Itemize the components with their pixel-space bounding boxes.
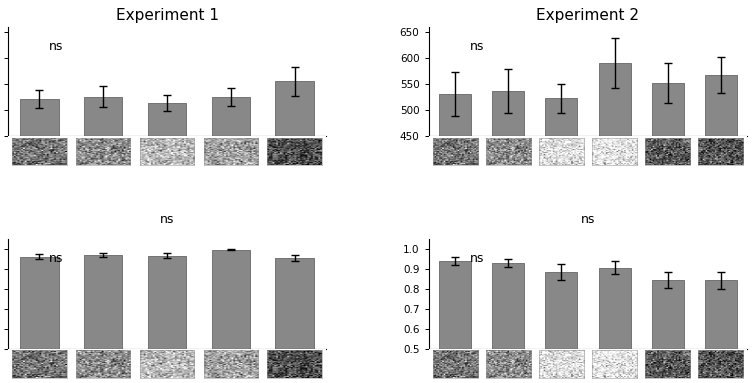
Title: Experiment 1: Experiment 1: [116, 8, 218, 23]
Bar: [20, 257, 59, 383]
Bar: [545, 272, 578, 383]
Text: ns: ns: [160, 213, 174, 226]
Bar: [652, 83, 684, 370]
Bar: [439, 94, 471, 370]
Bar: [545, 98, 578, 370]
Text: ns: ns: [470, 40, 485, 53]
Bar: [276, 258, 314, 383]
Bar: [492, 91, 524, 370]
Bar: [652, 280, 684, 383]
Bar: [84, 97, 122, 370]
Bar: [705, 280, 737, 383]
Bar: [148, 103, 186, 370]
Bar: [276, 82, 314, 370]
Text: ns: ns: [49, 40, 63, 53]
Bar: [439, 261, 471, 383]
Title: Experiment 2: Experiment 2: [537, 8, 639, 23]
Bar: [211, 97, 250, 370]
Text: ns: ns: [49, 252, 63, 265]
Text: ns: ns: [470, 252, 485, 265]
Bar: [599, 63, 630, 370]
Bar: [20, 99, 59, 370]
Bar: [599, 268, 630, 383]
Bar: [492, 263, 524, 383]
Bar: [84, 255, 122, 383]
Text: ns: ns: [581, 213, 595, 226]
Bar: [211, 250, 250, 383]
Bar: [148, 255, 186, 383]
Bar: [705, 75, 737, 370]
